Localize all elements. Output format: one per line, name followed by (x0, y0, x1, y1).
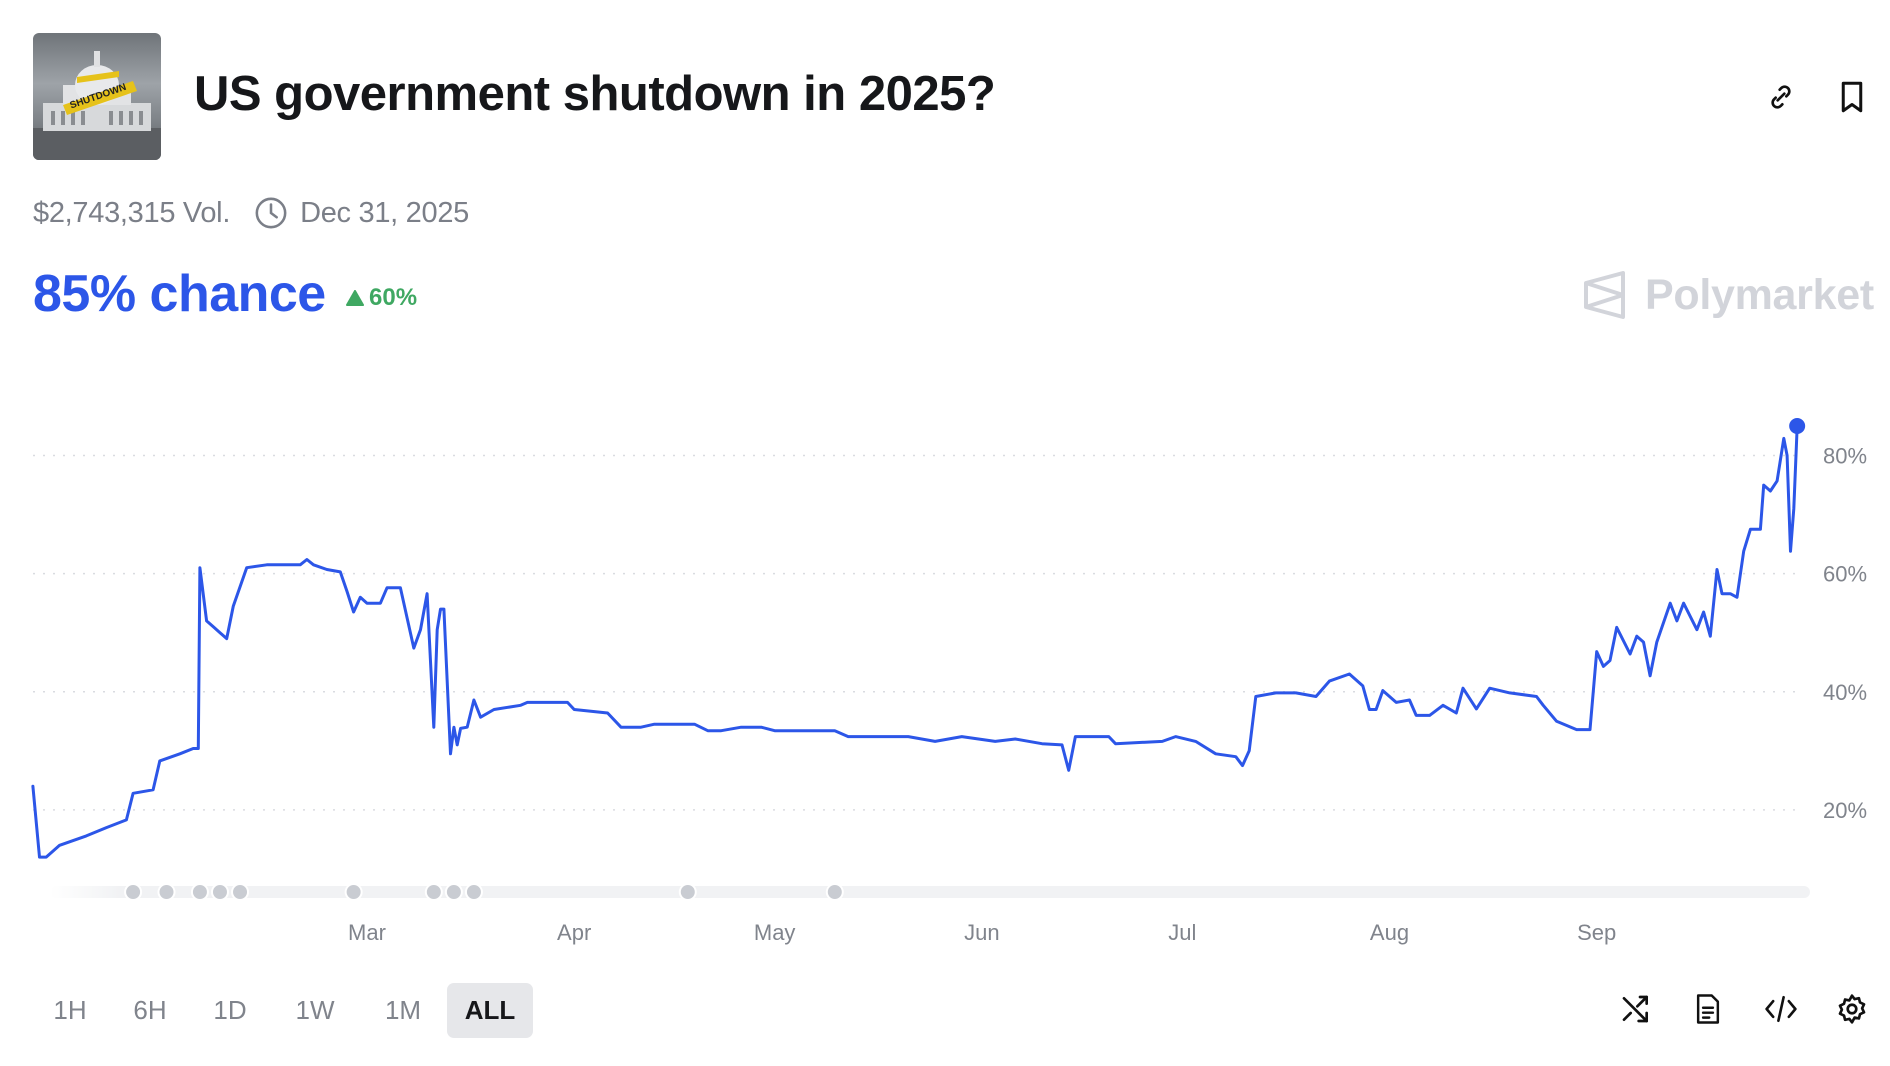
event-marker[interactable] (424, 883, 443, 901)
x-tick-label: Mar (348, 920, 386, 945)
rules-document-button[interactable] (1689, 990, 1727, 1028)
page-title: US government shutdown in 2025? (194, 67, 996, 121)
shuffle-icon (1622, 995, 1648, 1023)
y-tick-label: 80% (1823, 444, 1867, 469)
x-tick-label: Jun (964, 920, 999, 945)
event-marker[interactable] (464, 883, 483, 901)
event-marker[interactable] (678, 883, 697, 901)
code-embed-icon (1765, 995, 1797, 1023)
event-timeline-track (50, 886, 1810, 898)
x-tick-label: Aug (1370, 920, 1409, 945)
brand-name: Polymarket (1645, 270, 1874, 319)
range-button-1w[interactable]: 1W (295, 995, 335, 1025)
range-button-1m[interactable]: 1M (384, 995, 422, 1025)
event-marker[interactable] (157, 883, 176, 901)
x-tick-label: Apr (557, 920, 591, 945)
triangle-up-icon (346, 290, 364, 306)
x-tick-label: Sep (1577, 920, 1616, 945)
y-tick-label: 20% (1823, 798, 1867, 823)
chart-settings-button[interactable] (1833, 990, 1871, 1028)
event-marker[interactable] (124, 883, 143, 901)
capitol-image: SHUTDOWN (33, 51, 161, 160)
event-marker[interactable] (210, 883, 229, 901)
clock-icon (254, 196, 288, 230)
y-tick-label: 40% (1823, 680, 1867, 705)
polymarket-logo-icon (1584, 271, 1625, 319)
y-tick-label: 60% (1823, 562, 1867, 587)
settings-gear-icon (1838, 994, 1866, 1024)
end-date-text: Dec 31, 2025 (300, 196, 469, 229)
event-marker[interactable] (825, 883, 844, 901)
polymarket-watermark: Polymarket (1583, 270, 1874, 320)
series-line (31, 424, 1799, 859)
x-tick-label: Jul (1168, 920, 1196, 945)
event-marker[interactable] (190, 883, 209, 901)
change-value: 60% (369, 284, 418, 311)
chance-change: 60% (346, 284, 417, 312)
link-icon (1771, 85, 1791, 109)
bookmark-icon (1841, 81, 1863, 113)
volume-text: $2,743,315 Vol. (33, 196, 231, 229)
copy-link-button[interactable] (1762, 78, 1800, 116)
market-thumbnail: SHUTDOWN (33, 33, 161, 160)
bookmark-button[interactable] (1833, 78, 1871, 116)
price-chart: 20% 40% 60% 80% Mar Apr May Jun Jul Aug Sep (31, 417, 1867, 945)
chance-value: 85% chance (33, 265, 326, 323)
event-marker[interactable] (231, 883, 250, 901)
range-button-1d[interactable]: 1D (213, 995, 247, 1025)
x-tick-label: May (754, 920, 796, 945)
range-button-1h[interactable]: 1H (53, 995, 87, 1025)
range-button-6h[interactable]: 6H (133, 995, 167, 1025)
document-icon (1696, 994, 1720, 1024)
event-marker[interactable] (444, 883, 463, 901)
range-button-all[interactable]: ALL (447, 983, 533, 1038)
event-marker[interactable] (344, 883, 363, 901)
last-point-marker (1789, 417, 1806, 434)
embed-button[interactable] (1762, 990, 1800, 1028)
shuffle-button[interactable] (1617, 990, 1655, 1028)
market-meta: $2,743,315 Vol. Dec 31, 2025 (33, 196, 469, 230)
